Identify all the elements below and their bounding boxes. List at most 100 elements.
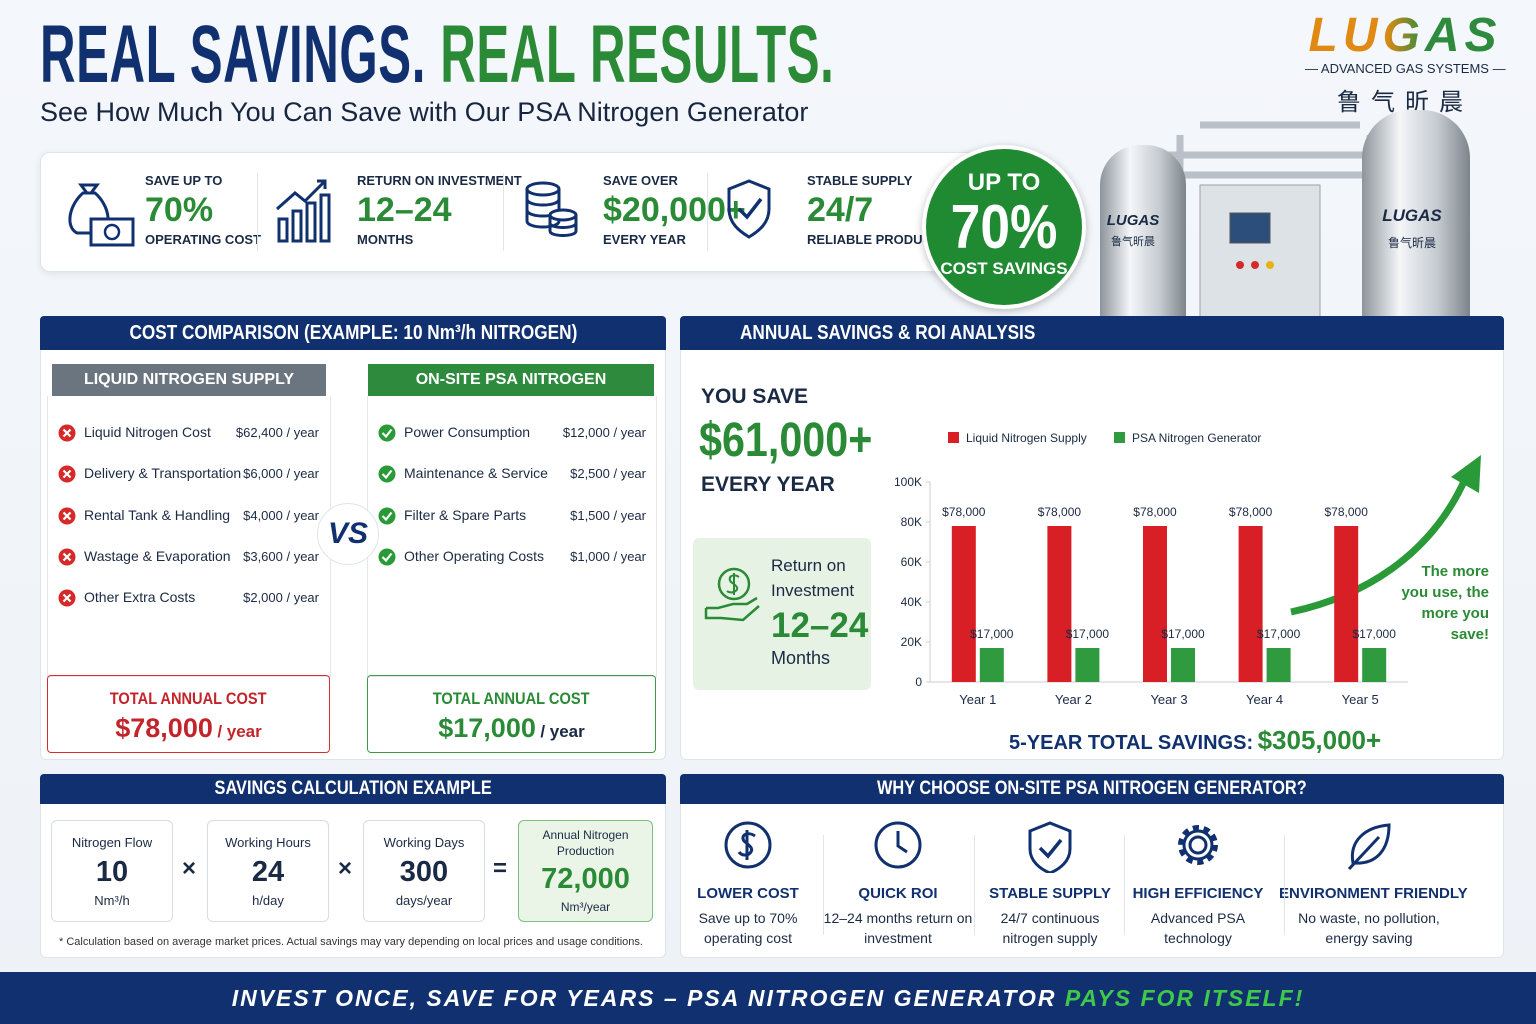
- why-panel: WHY CHOOSE ON-SITE PSA NITROGEN GENERATO…: [680, 774, 1504, 958]
- highlight-text: SAVE UP TO 70% OPERATING COST: [145, 173, 261, 247]
- dollar-sign: [726, 573, 740, 595]
- result-label: Annual Nitrogen Production: [542, 828, 629, 858]
- psa-total-box: TOTAL ANNUAL COST $17,000 / year: [367, 675, 656, 753]
- total-unit: / year: [217, 722, 262, 741]
- icon-part: [305, 201, 317, 243]
- y-tick-label: 40K: [901, 595, 922, 609]
- item-name: Rental Tank & Handling: [84, 506, 231, 523]
- divider: [823, 835, 824, 935]
- factor-label: Nitrogen Flow: [71, 835, 153, 850]
- highlight-label: RETURN ON INVESTMENT: [357, 173, 522, 188]
- growth-arrow: [1290, 455, 1481, 616]
- y-tick-label: 0: [915, 675, 922, 689]
- badge-value-text: 70%: [950, 193, 1058, 262]
- benefit-text: No waste, no pollution, energy saving: [1298, 910, 1440, 946]
- highlight-caption: EVERY YEAR: [603, 232, 686, 247]
- roi-box: Return on Investment 12–24 Months: [693, 538, 871, 690]
- factor-value: 24: [251, 856, 285, 888]
- divider: [1283, 835, 1285, 935]
- factor-value: 10: [95, 856, 129, 888]
- logo-tagline: — ADVANCED GAS SYSTEMS —: [1305, 61, 1506, 76]
- vs-circle: VS: [317, 503, 379, 565]
- x-tick-label: Year 2: [1055, 692, 1092, 707]
- item-name: Wastage & Evaporation: [84, 547, 231, 564]
- value-label: $78,000: [1325, 505, 1369, 519]
- liquid-header: LIQUID NITROGEN SUPPLY: [52, 364, 326, 396]
- panel-title: COST COMPARISON (EXAMPLE: 10 Nm³/h NITRO…: [129, 322, 577, 344]
- you-save: YOU SAVE: [701, 385, 808, 408]
- icon-part: [276, 179, 327, 211]
- icon-part: [89, 217, 135, 247]
- item-icon-svg: [58, 465, 76, 483]
- bar: [951, 526, 976, 682]
- y-tick-label: 100K: [894, 475, 922, 489]
- divider: [1124, 835, 1125, 935]
- benefit: ENVIRONMENT FRIENDLY No waste, no polluti…: [1279, 819, 1468, 948]
- result-unit: Nm³/year: [560, 900, 611, 914]
- benefit-title: LOWER COST: [697, 885, 799, 902]
- benefit: STABLE SUPPLY 24/7 continuous nitrogen su…: [960, 819, 1140, 948]
- icon-part: [1038, 838, 1063, 859]
- highlight-caption: MONTHS: [357, 232, 414, 247]
- highlight-value: $20,000+: [603, 191, 746, 229]
- total-value: $17,000 / year: [368, 713, 655, 744]
- icon-part: [724, 821, 772, 869]
- subtitle: See How Much You Can Save with Our PSA N…: [40, 97, 809, 127]
- highlight-value: 24/7: [807, 191, 874, 229]
- icon-part: [378, 548, 396, 566]
- tank-brand-cn: 鲁气昕晨: [1388, 235, 1436, 250]
- benefit-icon-svg: [1178, 825, 1218, 865]
- item-icon: [58, 507, 76, 530]
- y-tick-label: 60K: [901, 555, 922, 569]
- icon-part: [78, 183, 100, 195]
- highlight-icon: [723, 175, 799, 252]
- value-label: $78,000: [1133, 505, 1177, 519]
- value-label: $78,000: [1229, 505, 1273, 519]
- icon-part: [525, 181, 561, 197]
- icon-part: [1347, 835, 1381, 871]
- legend-swatch: [1114, 432, 1125, 443]
- benefit-icon: [1172, 819, 1224, 873]
- item-name: Other Extra Costs: [84, 589, 196, 606]
- total-label-text: TOTAL ANNUAL COST: [110, 689, 267, 708]
- item-cost: $3,600 / year: [243, 548, 319, 564]
- item-icon: [58, 548, 76, 571]
- headline-part2: REAL RESULTS.: [440, 9, 835, 100]
- factor-box: Nitrogen Flow 10 Nm³/h: [51, 820, 173, 922]
- factor-unit: Nm³/h: [94, 893, 130, 908]
- item-icon: [378, 507, 396, 530]
- icon-part: [1188, 835, 1208, 855]
- benefit-icon-svg: [724, 821, 772, 869]
- divider: [707, 173, 708, 251]
- roi-label: Return on Investment: [771, 556, 855, 600]
- operator: ×: [337, 855, 352, 882]
- highlight-caption: OPERATING COST: [145, 232, 262, 247]
- item-name: Maintenance & Service: [404, 465, 548, 482]
- factor-unit: days/year: [395, 893, 453, 908]
- legend-swatch: [948, 432, 959, 443]
- highlight: SAVE OVER $20,000+ EVERY YEAR: [519, 153, 749, 271]
- benefit-icon-svg: [1028, 821, 1072, 875]
- highlight-label: SAVE OVER: [603, 173, 678, 188]
- benefit: HIGH EFFICIENCY Advanced PSA technology: [1108, 819, 1288, 948]
- highlights-card: SAVE UP TO 70% OPERATING COST RETURN ON INV…: [40, 152, 1002, 272]
- icon-part: [319, 193, 331, 243]
- highlight: STABLE SUPPLY 24/7 RELIABLE PRODUCTION: [723, 153, 963, 271]
- icon-part: [62, 470, 72, 479]
- y-tick-label: 80K: [901, 515, 922, 529]
- factor-box: Working Hours 24 h/day: [207, 820, 329, 922]
- bar: [1171, 648, 1195, 682]
- panel-title: SAVINGS CALCULATION EXAMPLE: [214, 778, 492, 799]
- logo-name: LUGAS: [1305, 8, 1505, 63]
- calculation-panel: SAVINGS CALCULATION EXAMPLE * Calculatio…: [40, 774, 666, 958]
- icon-part: [378, 507, 396, 525]
- highlight-value: 12–24: [357, 191, 452, 229]
- panel-title: WHY CHOOSE ON-SITE PSA NITROGEN GENERATO…: [877, 778, 1307, 799]
- x-tick-label: Year 3: [1150, 692, 1187, 707]
- x-tick-label: Year 1: [959, 692, 996, 707]
- highlight-icon-svg: [525, 181, 578, 237]
- control-button: [1251, 261, 1259, 269]
- item-icon: [378, 548, 396, 571]
- factor-box: Working Days 300 days/year: [363, 820, 485, 922]
- x-tick-label: Year 5: [1342, 692, 1379, 707]
